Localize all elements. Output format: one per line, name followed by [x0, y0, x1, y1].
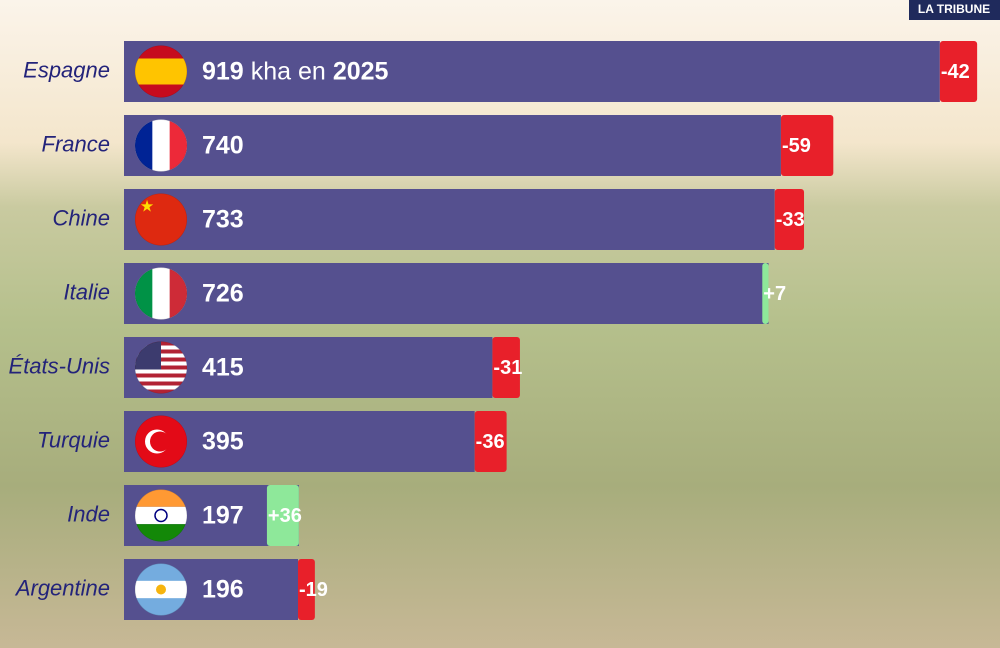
flag	[135, 415, 187, 468]
value-number: 395	[202, 427, 244, 455]
bar	[124, 263, 769, 324]
value-label: 196	[202, 575, 244, 603]
category-label: Chine	[53, 205, 110, 230]
change-label: -19	[299, 579, 328, 601]
value-label: 726	[202, 279, 244, 307]
flag-star: ★	[140, 199, 154, 216]
flag-wheel	[154, 508, 168, 523]
value-number: 919	[202, 57, 244, 85]
category-label: France	[42, 131, 110, 156]
change-bar	[492, 337, 520, 398]
change-label: -36	[476, 431, 505, 453]
value-label: 733	[202, 205, 244, 233]
flag-stripe	[135, 506, 187, 525]
flag: ★	[135, 193, 187, 246]
change-bar	[939, 41, 978, 102]
flag-stripe	[169, 267, 187, 320]
flag-stripe	[135, 267, 153, 320]
flag-stripe	[135, 389, 187, 394]
flag-stripe	[135, 373, 187, 378]
change-label: +36	[268, 505, 302, 527]
change-bar	[774, 189, 805, 250]
flag	[135, 45, 187, 98]
flag-stripe	[169, 119, 187, 172]
category-label: Italie	[64, 279, 110, 304]
logo: LA TRIBUNE	[918, 2, 990, 16]
flag-sun	[156, 584, 166, 595]
value-year: 2025	[333, 57, 389, 85]
change-bar	[474, 411, 507, 472]
flag-stripe	[135, 119, 153, 172]
category-label: Inde	[67, 501, 110, 526]
flag-stripe	[135, 385, 187, 390]
category-label: Argentine	[14, 575, 110, 600]
change-label: +7	[763, 283, 786, 305]
flag	[135, 489, 187, 542]
bar	[124, 41, 940, 102]
value-label: 395	[202, 427, 244, 455]
bar	[124, 189, 775, 250]
change-bar	[298, 559, 315, 620]
flag	[135, 119, 187, 172]
value-number: 415	[202, 353, 244, 381]
value-label: 740	[202, 131, 244, 159]
value-number: 197	[202, 501, 244, 529]
value-label: 197	[202, 501, 244, 529]
change-label: -31	[493, 357, 522, 379]
value-number: 733	[202, 205, 244, 233]
value-label: 415	[202, 353, 244, 381]
value-number: 740	[202, 131, 244, 159]
change-bar	[780, 115, 834, 176]
flag	[135, 267, 187, 320]
value-connector: en	[298, 57, 326, 85]
flag-stripe	[135, 377, 187, 382]
change-label: -33	[776, 209, 805, 231]
value-unit: kha	[251, 57, 291, 85]
flag-stripe	[135, 193, 187, 246]
value-number: 726	[202, 279, 244, 307]
flag	[135, 563, 187, 616]
change-bar	[762, 263, 769, 324]
change-bar	[266, 485, 299, 546]
value-label: 919 kha en 2025	[202, 57, 389, 85]
value-number: 196	[202, 575, 244, 603]
flag	[135, 341, 187, 394]
category-label: Turquie	[37, 427, 110, 452]
change-label: -42	[941, 61, 970, 83]
change-label: -59	[782, 135, 811, 157]
category-label: Espagne	[23, 57, 110, 82]
category-label: États-Unis	[9, 353, 110, 378]
flag-stripe	[135, 369, 187, 374]
bar	[124, 115, 781, 176]
flag-stripe	[135, 489, 187, 507]
flag-stripe	[135, 381, 187, 386]
flag-stripe	[135, 58, 187, 85]
flag-crescent	[150, 431, 170, 452]
flag-stripe	[135, 524, 187, 542]
logo-box	[909, 0, 1000, 20]
